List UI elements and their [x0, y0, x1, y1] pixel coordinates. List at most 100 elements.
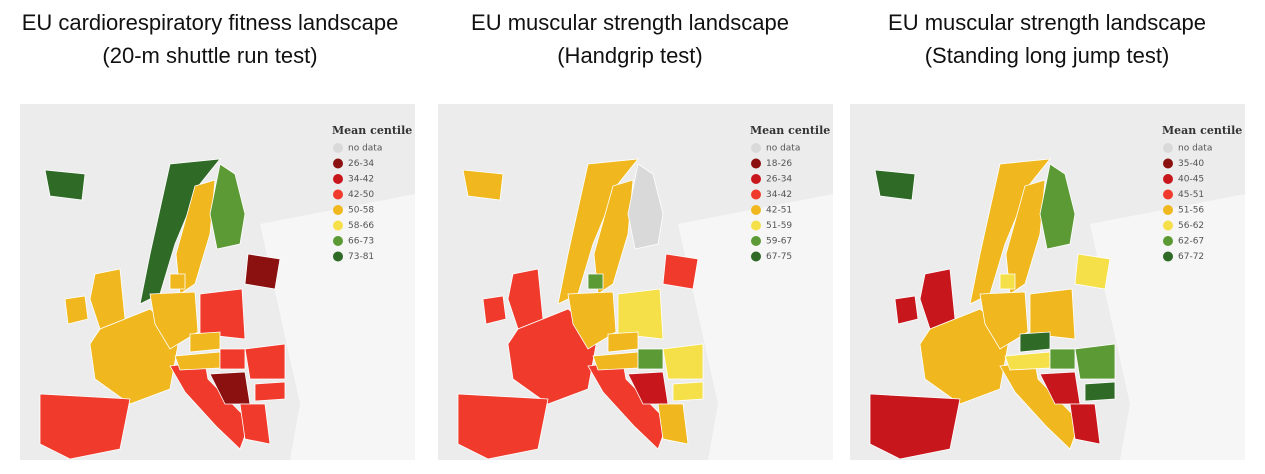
legend-swatch	[1163, 158, 1173, 169]
legend-label: 66-73	[348, 237, 374, 247]
legend-label: no data	[348, 144, 382, 154]
legend-label: 51-59	[766, 221, 792, 231]
country	[239, 403, 271, 445]
country	[39, 393, 131, 460]
legend-swatch	[751, 220, 761, 231]
legend-swatch	[751, 174, 761, 184]
country	[209, 163, 246, 250]
country	[175, 179, 216, 295]
legend-swatch	[333, 236, 343, 246]
country	[627, 163, 664, 250]
legend-label: 26-34	[766, 175, 792, 185]
country	[593, 179, 634, 295]
legend-label: 50-58	[348, 206, 374, 216]
legend-title: Mean centile	[750, 124, 830, 137]
legend-swatch	[1163, 189, 1173, 200]
legend-title: Mean centile	[332, 124, 412, 137]
country	[254, 381, 286, 402]
legend-swatch	[333, 205, 343, 215]
country	[969, 158, 1051, 305]
country	[657, 403, 689, 445]
country	[244, 343, 286, 380]
landmass	[678, 194, 833, 460]
legend-label: 34-42	[766, 190, 792, 200]
legend-label: 26-34	[348, 159, 374, 169]
legend-title: Mean centile	[1162, 124, 1242, 137]
country	[1074, 343, 1116, 380]
country	[482, 295, 507, 325]
legend-label: 73-81	[348, 252, 374, 262]
landmass	[260, 194, 415, 460]
legend-swatch	[751, 189, 761, 200]
country	[139, 158, 221, 305]
country	[607, 331, 639, 353]
country	[1039, 163, 1076, 250]
country	[244, 253, 281, 290]
country	[64, 295, 89, 325]
legend-swatch	[751, 143, 761, 153]
legend-label: 58-66	[348, 221, 374, 231]
legend-swatch	[751, 158, 761, 169]
legend-swatch	[1163, 143, 1173, 153]
country	[637, 348, 664, 370]
legend-swatch	[1163, 174, 1173, 184]
panel-title: (Handgrip test)	[557, 43, 703, 68]
country	[1019, 331, 1051, 353]
legend-label: no data	[766, 144, 800, 154]
legend-label: 35-40	[1178, 159, 1204, 169]
country	[617, 288, 664, 340]
country	[999, 273, 1016, 290]
legend-label: 59-67	[766, 237, 792, 247]
country	[567, 291, 617, 350]
country	[869, 393, 961, 460]
legend-label: 18-26	[766, 159, 792, 169]
country	[189, 331, 221, 353]
panel-title: EU cardiorespiratory fitness landscape	[22, 10, 399, 35]
legend-label: 67-72	[1178, 252, 1204, 262]
panel-title: EU muscular strength landscape	[888, 10, 1206, 35]
country	[199, 288, 246, 340]
country	[587, 273, 604, 290]
legend-label: 56-62	[1178, 221, 1204, 231]
country	[557, 158, 639, 305]
legend-label: 42-51	[766, 206, 792, 216]
map: Mean centile no data 18-26 26-34 34-42 42-51 5…	[438, 104, 833, 460]
legend-swatch	[751, 236, 761, 246]
country	[149, 291, 199, 350]
country	[1069, 403, 1101, 445]
legend-swatch	[333, 143, 343, 153]
legend-swatch	[333, 251, 343, 262]
legend-swatch	[333, 220, 343, 231]
country	[662, 253, 699, 290]
legend-swatch	[1163, 251, 1173, 262]
country	[44, 169, 86, 201]
legend-label: 51-56	[1178, 206, 1204, 216]
panel-title: (20-m shuttle run test)	[102, 43, 317, 68]
country	[894, 295, 919, 325]
legend-label: 40-45	[1178, 175, 1204, 185]
legend-swatch	[333, 174, 343, 184]
country	[457, 393, 549, 460]
legend-swatch	[1163, 220, 1173, 231]
country	[1049, 348, 1076, 370]
legend-label: 34-42	[348, 175, 374, 185]
country	[1005, 179, 1046, 295]
legend-label: 62-67	[1178, 237, 1204, 247]
country	[1084, 381, 1116, 402]
map: Mean centile no data 35-40 40-45 45-51 51-56 5…	[850, 104, 1245, 460]
legend-label: 67-75	[766, 252, 792, 262]
legend-swatch	[333, 189, 343, 200]
country	[874, 169, 916, 201]
panel-title: (Standing long jump test)	[925, 43, 1170, 68]
country	[1029, 288, 1076, 340]
country	[1074, 253, 1111, 290]
panel-title: EU muscular strength landscape	[471, 10, 789, 35]
legend-swatch	[751, 205, 761, 215]
landmass	[1090, 194, 1245, 460]
legend-label: 42-50	[348, 190, 374, 200]
country	[219, 348, 246, 370]
legend-swatch	[1163, 236, 1173, 246]
country	[462, 169, 504, 201]
